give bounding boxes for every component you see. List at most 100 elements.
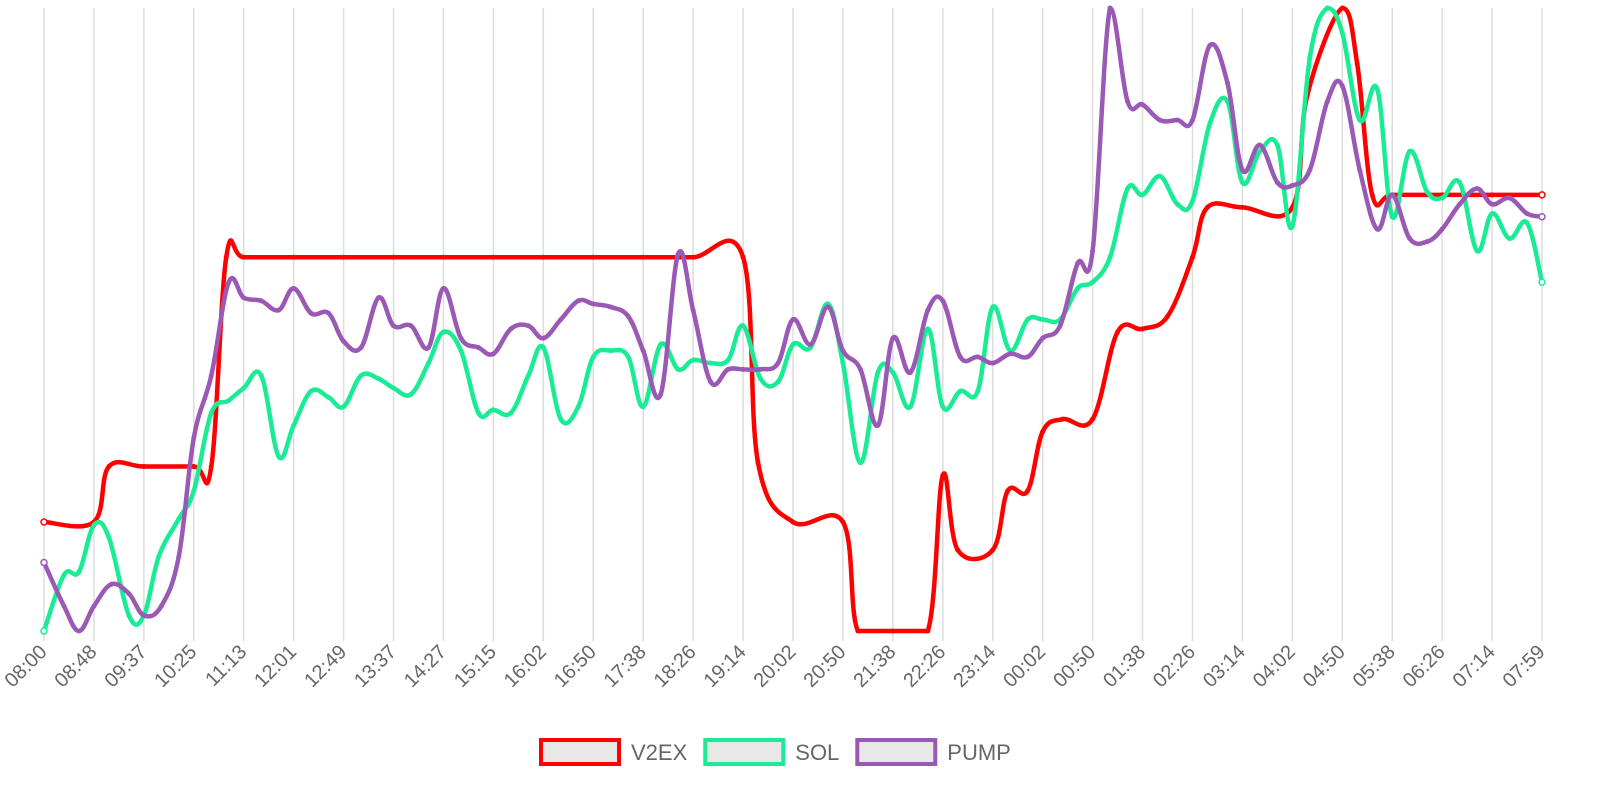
data-point	[1474, 186, 1480, 192]
data-point	[208, 410, 214, 416]
data-point	[1125, 98, 1131, 104]
data-point	[61, 572, 67, 578]
data-point	[925, 628, 931, 634]
x-tick-label: 09:37	[100, 641, 151, 692]
data-point	[807, 341, 813, 347]
data-point	[226, 279, 232, 285]
data-point	[141, 612, 147, 618]
data-point	[875, 422, 881, 428]
data-point	[575, 404, 581, 410]
data-point	[1107, 5, 1113, 11]
data-point	[690, 254, 696, 260]
legend-label-v2ex: V2EX	[631, 740, 688, 765]
x-tick-label: 13:37	[350, 641, 401, 692]
data-point	[975, 388, 981, 394]
data-point	[176, 516, 182, 522]
data-point	[40, 518, 48, 526]
data-point	[1439, 226, 1445, 232]
data-point	[790, 341, 796, 347]
data-point	[640, 348, 646, 354]
data-point	[91, 522, 97, 528]
data-point	[1025, 354, 1031, 360]
data-point	[758, 376, 764, 382]
legend-item-sol[interactable]: SOL	[703, 738, 839, 766]
data-point	[690, 307, 696, 313]
data-point	[440, 329, 446, 335]
data-point	[341, 338, 347, 344]
data-point	[326, 310, 332, 316]
data-point	[40, 627, 48, 635]
data-point	[1474, 248, 1480, 254]
data-point	[106, 535, 112, 541]
data-point	[1005, 488, 1011, 494]
x-tick-label: 03:14	[1199, 641, 1250, 692]
data-point	[1140, 102, 1146, 108]
x-tick-label: 21:38	[849, 641, 900, 692]
x-tick-label: 01:38	[1099, 641, 1150, 692]
data-point	[990, 547, 996, 553]
data-point	[308, 388, 314, 394]
data-point	[1457, 201, 1463, 207]
data-point	[276, 307, 282, 313]
data-point	[475, 345, 481, 351]
data-point	[1424, 239, 1430, 245]
data-point	[126, 591, 132, 597]
data-point	[955, 547, 961, 553]
data-point	[1057, 323, 1063, 329]
data-point	[1357, 167, 1363, 173]
data-point	[440, 254, 446, 260]
data-point	[490, 254, 496, 260]
data-point	[740, 366, 746, 372]
x-tick-label: 07:14	[1449, 641, 1500, 692]
data-point	[857, 460, 863, 466]
data-point	[1174, 201, 1180, 207]
data-point	[608, 304, 614, 310]
x-tick-label: 18:26	[650, 641, 701, 692]
data-point	[558, 416, 564, 422]
data-point	[291, 285, 297, 291]
data-point	[376, 295, 382, 301]
data-point	[1457, 179, 1463, 185]
data-point	[890, 628, 896, 634]
data-point	[1040, 317, 1046, 322]
data-point	[1274, 142, 1280, 148]
data-point	[1489, 201, 1495, 207]
data-point	[341, 254, 347, 260]
data-point	[925, 307, 931, 313]
data-point	[758, 366, 764, 372]
data-point	[1369, 192, 1375, 198]
data-point	[708, 360, 714, 366]
data-point	[191, 435, 197, 441]
data-point	[608, 348, 614, 354]
legend-item-pump[interactable]: PUMP	[855, 738, 1011, 766]
x-tick-label: 00:50	[1049, 641, 1100, 692]
data-point	[1538, 212, 1546, 221]
x-tick-label: 04:02	[1249, 641, 1300, 692]
data-point	[1489, 211, 1495, 217]
legend-item-v2ex[interactable]: V2EX	[539, 738, 688, 766]
data-point	[76, 628, 82, 634]
data-point	[1324, 98, 1330, 104]
data-point	[725, 366, 731, 372]
data-point	[1224, 80, 1230, 86]
data-point	[840, 348, 846, 354]
data-point	[1040, 429, 1046, 435]
x-tick-label: 02:26	[1149, 641, 1200, 692]
data-point	[508, 326, 514, 332]
data-point	[975, 354, 981, 360]
data-point	[1239, 179, 1245, 185]
data-point	[725, 357, 731, 363]
data-point	[1374, 86, 1380, 92]
data-point	[540, 345, 546, 351]
data-point	[1489, 192, 1495, 198]
data-point	[1507, 195, 1513, 201]
data-point	[191, 488, 197, 494]
grid	[43, 8, 1543, 641]
data-point	[690, 357, 696, 363]
data-point	[1524, 211, 1530, 217]
data-point	[223, 254, 229, 260]
data-point	[790, 317, 796, 322]
x-tick-label: 05:38	[1349, 641, 1400, 692]
